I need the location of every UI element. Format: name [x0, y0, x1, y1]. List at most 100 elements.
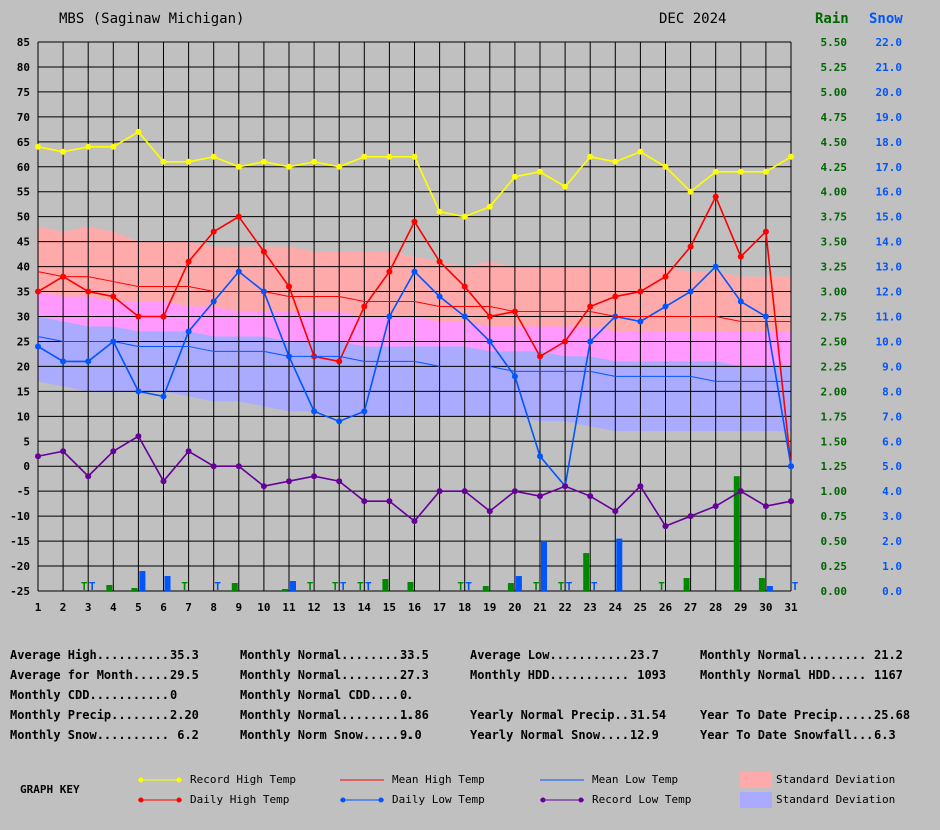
record-high-temp-point	[486, 203, 493, 210]
rain-tick-label: 2.00	[821, 385, 848, 398]
stat-value: 0	[400, 688, 408, 702]
daily-low-temp-point	[537, 453, 543, 460]
x-tick-label: 12	[307, 601, 320, 614]
daily-low-temp-point	[60, 358, 67, 365]
record-high-temp-point	[637, 148, 644, 155]
y-tick-label: 50	[17, 211, 30, 224]
station-title: MBS (Saginaw Michigan)	[59, 11, 244, 27]
y-tick-label: 60	[17, 161, 30, 174]
daily-high-temp-point	[637, 288, 644, 295]
record-low-temp-point	[762, 503, 769, 510]
record-low-temp-point	[185, 448, 192, 455]
record-low-temp-point	[788, 498, 794, 505]
record-high-temp-point	[537, 168, 543, 175]
daily-low-temp-point	[85, 358, 92, 365]
snow-bar	[515, 576, 522, 591]
y-tick-label: 15	[17, 385, 30, 398]
daily-low-temp-point	[235, 268, 242, 275]
record-high-temp-point	[210, 153, 217, 160]
x-tick-label: 29	[734, 601, 747, 614]
x-tick-label: 11	[282, 601, 296, 614]
rain-tick-label: 1.25	[821, 460, 848, 473]
x-tick-label: 3	[85, 601, 92, 614]
daily-high-temp-point	[185, 258, 192, 265]
record-high-temp-point	[562, 183, 569, 190]
x-tick-label: 1	[35, 601, 42, 614]
daily-high-temp-point	[436, 258, 443, 265]
rain-tick-label: 4.50	[821, 136, 848, 149]
stat-label: Yearly Normal Precip..	[470, 708, 629, 722]
record-low-temp-point	[637, 483, 644, 490]
snow-trace-mark: T	[89, 580, 96, 593]
rain-bar	[282, 589, 288, 591]
snow-tick-label: 7.0	[882, 410, 902, 423]
x-tick-label: 6	[160, 601, 167, 614]
rain-tick-label: 0.50	[821, 535, 848, 548]
record-high-temp-point	[235, 163, 242, 170]
snow-tick-label: 15.0	[876, 211, 903, 224]
x-tick-label: 21	[533, 601, 547, 614]
record-low-temp-point	[461, 488, 468, 495]
rain-tick-label: 3.75	[821, 211, 848, 224]
record-high-temp-point	[461, 213, 468, 220]
daily-high-temp-point	[662, 273, 669, 280]
x-tick-label: 2	[60, 601, 67, 614]
x-tick-label: 9	[235, 601, 242, 614]
x-tick-label: 4	[110, 601, 117, 614]
stat-value: 29.5	[170, 668, 199, 682]
daily-high-temp-point	[737, 253, 744, 260]
record-high-temp-point	[185, 158, 192, 165]
record-low-temp-point	[311, 473, 318, 480]
rain-bar	[683, 578, 690, 591]
record-high-temp-point	[260, 158, 267, 165]
snow-tick-label: 18.0	[876, 136, 903, 149]
daily-high-temp-point	[712, 193, 719, 200]
key-marker	[578, 797, 584, 803]
daily-low-temp-point	[687, 288, 694, 295]
x-tick-label: 14	[358, 601, 372, 614]
temperature-lines	[35, 128, 794, 530]
daily-low-temp-point	[587, 338, 594, 345]
stat-value: 9.0	[400, 728, 422, 742]
record-high-temp-point	[762, 168, 769, 175]
record-low-temp-point	[562, 483, 569, 490]
stat-label: Year To Date Snowfall...	[700, 728, 874, 742]
snow-tick-label: 4.0	[882, 485, 902, 498]
rain-trace-mark: T	[307, 580, 314, 593]
stat-label: Monthly Normal..........	[240, 668, 414, 682]
record-low-temp-point	[260, 483, 267, 490]
snow-tick-label: 8.0	[882, 385, 902, 398]
daily-low-temp-point	[712, 263, 719, 270]
daily-high-temp-point	[361, 303, 368, 310]
rain-bar	[758, 578, 765, 591]
rain-trace-mark: T	[357, 580, 364, 593]
rain-tick-label: 1.50	[821, 435, 848, 448]
record-low-temp-point	[737, 488, 744, 495]
rain-tick-label: 4.25	[821, 161, 848, 174]
rain-trace-mark: T	[181, 580, 188, 593]
snow-tick-label: 17.0	[876, 161, 903, 174]
rain-bar	[733, 476, 740, 591]
stat-label: Monthly Norm Snow.......	[240, 728, 414, 742]
y-tick-label: 65	[17, 136, 30, 149]
stat-value: 2.20	[170, 708, 199, 722]
key-label: Record Low Temp	[592, 793, 692, 806]
snow-trace-mark: T	[214, 580, 221, 593]
record-high-temp-point	[411, 153, 418, 160]
stat-label: Monthly Precip........	[10, 708, 169, 722]
record-high-temp-point	[160, 158, 167, 165]
daily-low-temp-point	[386, 313, 393, 320]
snow-trace-mark: T	[566, 580, 573, 593]
rain-tick-label: 0.75	[821, 510, 848, 523]
record-low-temp-point	[135, 433, 142, 440]
x-tick-label: 26	[659, 601, 673, 614]
record-low-temp-point	[386, 498, 393, 505]
snow-tick-label: 2.0	[882, 535, 902, 548]
x-tick-label: 17	[433, 601, 446, 614]
rain-tick-label: 3.50	[821, 236, 848, 249]
daily-low-temp-point	[135, 388, 142, 395]
daily-high-temp-point	[235, 213, 242, 220]
snow-axis-title: Snow	[869, 11, 903, 27]
snow-bar	[139, 571, 146, 591]
snow-tick-label: 11.0	[876, 311, 903, 324]
